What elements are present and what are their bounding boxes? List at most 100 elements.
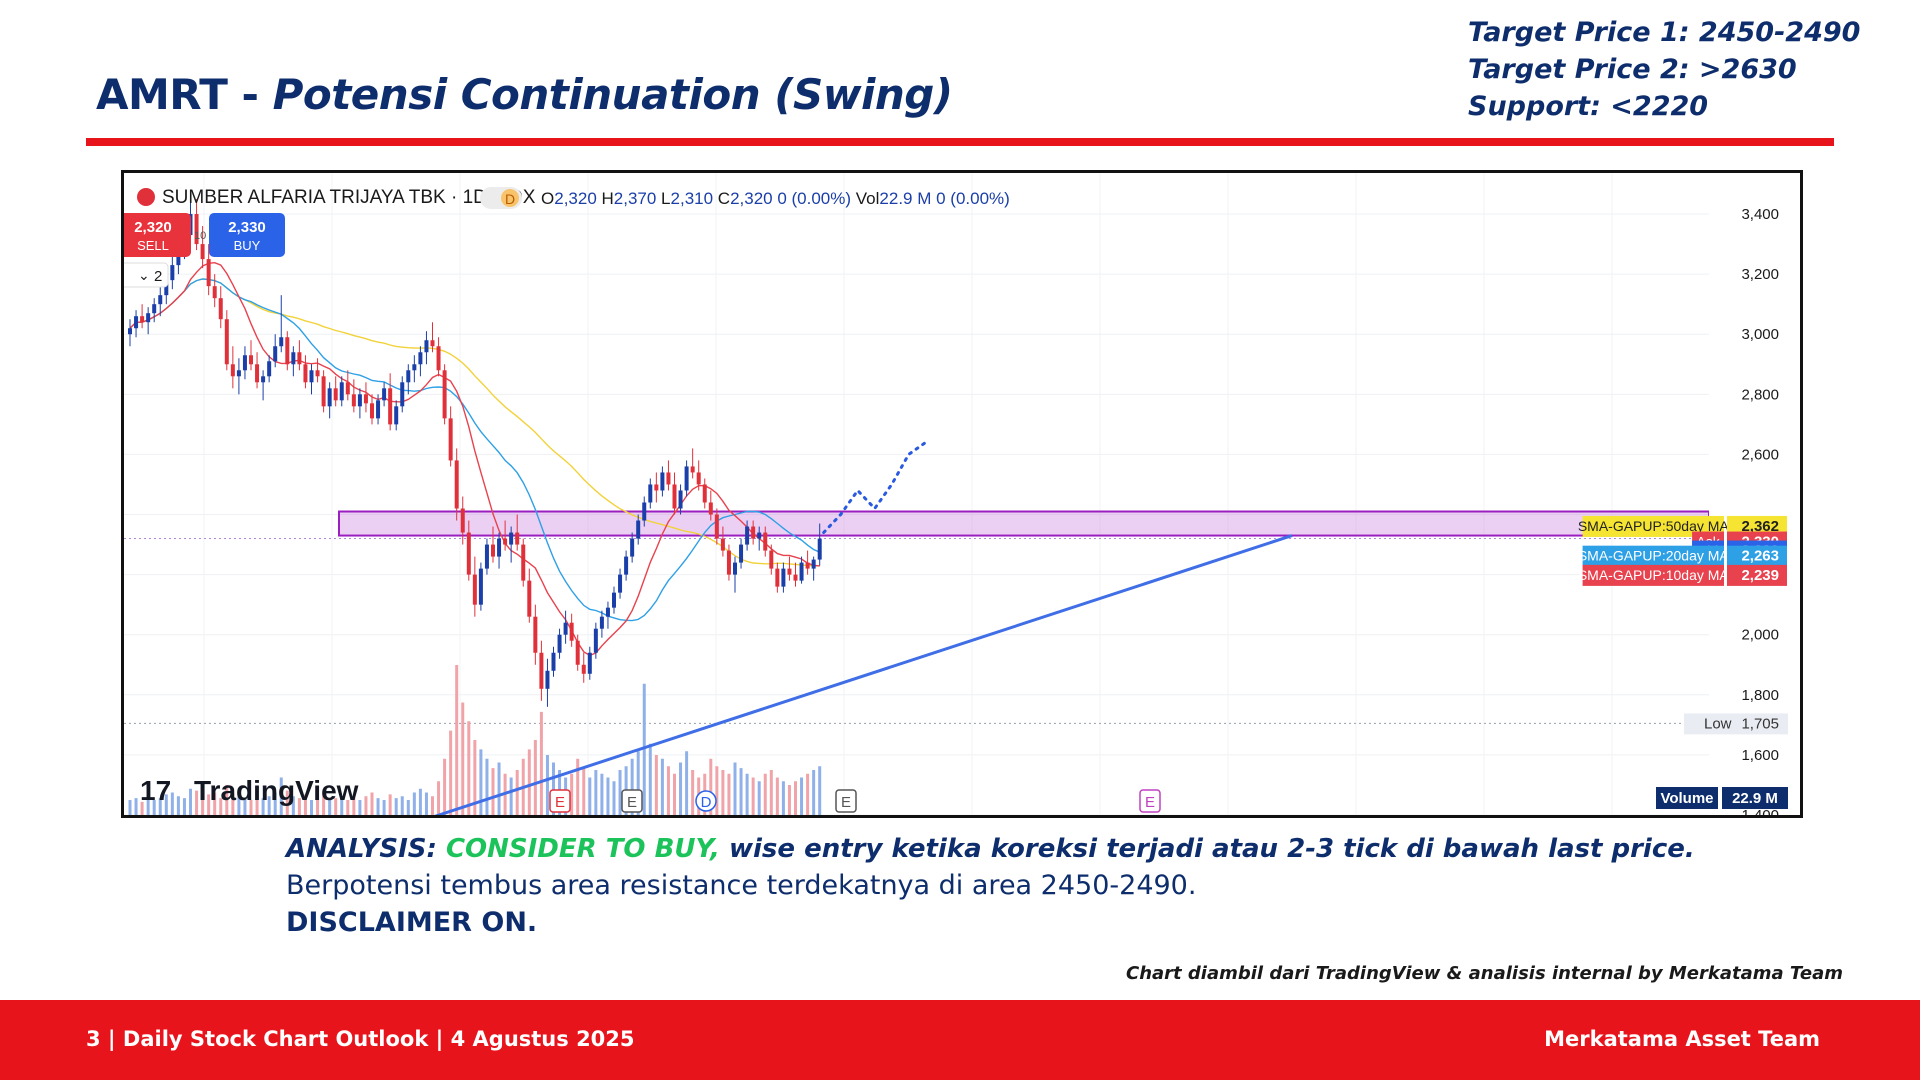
title-ticker: AMRT - — [96, 70, 273, 119]
candle-body — [678, 490, 683, 509]
candle-body — [557, 634, 562, 653]
analysis-label: ANALYSIS: — [286, 834, 446, 864]
volume-bar — [691, 770, 695, 815]
candle-body — [763, 532, 768, 551]
badge-dot-icon — [501, 189, 519, 207]
lots-box — [124, 262, 169, 288]
volume-bar — [406, 800, 410, 815]
volume-bar — [455, 665, 459, 815]
volume-bar — [527, 749, 531, 815]
candle-body — [563, 622, 568, 635]
candle-body — [400, 382, 405, 407]
volume-bar — [140, 801, 144, 815]
projection-path — [822, 440, 928, 534]
buy-label: BUY — [234, 238, 261, 253]
candle-body — [636, 520, 641, 539]
candle-body — [297, 352, 302, 365]
candle-body — [345, 382, 350, 395]
candle-body — [230, 364, 235, 377]
volume-bar — [533, 740, 537, 815]
volume-bar — [588, 777, 592, 815]
volume-bar — [303, 794, 307, 815]
volume-bar — [800, 777, 804, 815]
volume-bar — [255, 794, 259, 815]
volume-bar — [219, 798, 223, 815]
volume-bar — [618, 770, 622, 815]
low-label-bg — [1684, 713, 1788, 735]
candle-body — [618, 574, 623, 593]
y-tick-label: 2,000 — [1741, 627, 1779, 644]
volume-bar — [582, 768, 586, 815]
volume-bar — [316, 798, 320, 815]
candle-body — [581, 664, 586, 674]
volume-bar — [775, 777, 779, 815]
volume-bar — [685, 751, 689, 815]
y-axis-panel — [1709, 173, 1800, 815]
volume-bar — [334, 798, 338, 815]
price-chart[interactable]: 3,400 3,200 3,000 2,800 2,600 2,000 1,800 1,600… — [124, 173, 1800, 815]
ohlc-change: 0 (0.00%) — [773, 189, 851, 208]
candle-body — [696, 472, 701, 485]
volume-bar — [473, 740, 477, 815]
volume-bar — [666, 766, 670, 815]
candle-body — [545, 670, 550, 689]
candle-body — [339, 382, 344, 401]
low-label: Low — [1704, 715, 1732, 732]
volume-bar — [176, 796, 180, 815]
volume-bar — [576, 758, 580, 815]
candle-body — [212, 286, 217, 299]
volume-bar — [152, 800, 156, 815]
price-label-value: 2,239 — [1741, 567, 1779, 584]
ohlc-readout: O2,320 H2,370 L2,310 C2,320 0 (0.00%) Vo… — [541, 189, 1010, 208]
volume-bar — [600, 773, 604, 815]
candle-body — [624, 556, 629, 575]
candle-body — [787, 568, 792, 575]
volume-bar — [491, 768, 495, 815]
volume-bar — [128, 800, 132, 815]
volume-bar — [739, 768, 743, 815]
candle-body — [327, 388, 332, 407]
candle-body — [363, 394, 368, 404]
volume-bar — [418, 788, 422, 815]
candle-body — [267, 361, 272, 377]
volume-bar — [727, 773, 731, 815]
candle-body — [805, 562, 810, 569]
volume-bar — [570, 773, 574, 815]
disclaimer: DISCLAIMER ON. — [286, 907, 538, 938]
candle-body — [424, 340, 429, 353]
y-tick-label: 1,600 — [1741, 747, 1779, 764]
footer-bar: 3 | Daily Stock Chart Outlook | 4 Agustu… — [0, 1000, 1920, 1080]
chart-container[interactable]: 3,400 3,200 3,000 2,800 2,600 2,000 1,800 1,600… — [121, 170, 1803, 818]
event-marker-label: E — [841, 794, 851, 811]
support-level: Support: <2220 — [1468, 91, 1709, 122]
volume-bar — [751, 777, 755, 815]
ohlc-vol_label: Vol — [851, 189, 879, 208]
volume-label: Volume — [1660, 790, 1713, 807]
price-label-name-bg — [1582, 545, 1724, 567]
candle-body — [781, 568, 786, 587]
candle-body — [200, 244, 205, 260]
volume-bar — [297, 798, 301, 815]
analysis-line-2: Berpotensi tembus area resistance terdek… — [286, 870, 1197, 901]
tradingview-watermark: TradingView — [194, 775, 359, 806]
source-note: Chart diambil dari TradingView & analisi… — [1125, 963, 1843, 984]
y-tick-label: 1,400 — [1741, 807, 1779, 815]
volume-bar — [812, 770, 816, 815]
candle-body — [817, 538, 822, 560]
candle-body — [491, 544, 495, 557]
candle-body — [382, 388, 387, 401]
candle-body — [745, 526, 750, 545]
volume-bar — [431, 796, 434, 815]
volume-bar — [733, 762, 737, 815]
price-label-value: 2,263 — [1741, 548, 1779, 565]
analysis-detail: wise entry ketika koreksi terjadi atau 2… — [719, 834, 1695, 864]
ohlc-h_label: H — [597, 189, 614, 208]
volume-bar — [352, 798, 356, 815]
candle-body — [128, 328, 132, 335]
volume-bar — [231, 792, 235, 815]
candle-body — [376, 400, 381, 419]
volume-bar — [170, 792, 174, 815]
volume-bar — [539, 711, 543, 815]
candle-body — [170, 265, 175, 281]
candle-body — [351, 394, 356, 407]
